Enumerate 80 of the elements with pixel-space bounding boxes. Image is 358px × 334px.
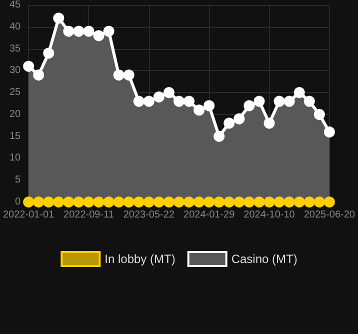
point — [294, 87, 305, 98]
point — [204, 100, 215, 112]
point — [234, 196, 245, 208]
point — [214, 130, 225, 142]
point — [143, 96, 154, 107]
point — [274, 196, 285, 208]
y-tick-label: 45 — [9, 0, 22, 10]
point — [274, 96, 285, 107]
point — [234, 113, 245, 124]
point — [33, 70, 44, 81]
point — [314, 196, 325, 208]
point — [123, 196, 134, 208]
y-tick-label: 35 — [9, 43, 22, 54]
point — [63, 196, 74, 208]
point — [153, 91, 164, 102]
x-tick-label: 2025-06-20 — [304, 210, 356, 220]
point — [163, 196, 174, 208]
y-tick-label: 0 — [15, 196, 22, 208]
x-tick-label: 2023-05-22 — [123, 210, 175, 220]
point — [103, 26, 114, 37]
x-tick-label: 2024-10-10 — [244, 210, 296, 220]
point — [63, 26, 74, 37]
point — [23, 196, 34, 208]
point — [113, 70, 124, 81]
x-tick-label: 2024-01-29 — [184, 210, 236, 220]
legend-label: In lobby (MT) — [104, 252, 176, 266]
x-tick-label: 2022-01-01 — [3, 210, 55, 220]
point — [83, 196, 94, 208]
point — [254, 96, 265, 107]
point — [264, 196, 275, 208]
point — [93, 196, 104, 208]
point — [214, 196, 225, 208]
point — [244, 196, 255, 208]
point — [194, 104, 205, 116]
point — [103, 196, 114, 208]
point — [73, 196, 84, 208]
point — [224, 196, 235, 208]
point — [184, 96, 195, 107]
point — [153, 196, 164, 208]
point — [143, 196, 154, 208]
point — [244, 100, 255, 112]
x-tick-label: 2022-09-11 — [64, 210, 114, 220]
point — [254, 196, 265, 208]
y-tick-label: 30 — [9, 65, 22, 76]
y-tick-label: 20 — [9, 108, 22, 120]
point — [224, 118, 235, 129]
point — [174, 96, 184, 107]
legend-label: Casino (MT) — [231, 252, 298, 266]
point — [284, 196, 295, 208]
point — [314, 108, 325, 120]
point — [204, 196, 215, 208]
point — [264, 118, 275, 129]
point — [284, 96, 295, 107]
point — [304, 96, 315, 107]
point — [53, 12, 64, 24]
point — [53, 196, 64, 208]
y-tick-label: 25 — [9, 87, 22, 98]
point — [133, 96, 144, 107]
y-tick-label: 40 — [9, 21, 22, 32]
point — [163, 87, 174, 98]
point — [73, 26, 84, 37]
point — [33, 196, 44, 208]
point — [324, 196, 335, 208]
point — [174, 196, 184, 208]
point — [113, 196, 124, 208]
point — [43, 48, 54, 59]
point — [93, 30, 104, 42]
point — [23, 60, 34, 72]
point — [123, 70, 134, 81]
point — [43, 196, 54, 208]
point — [324, 126, 335, 138]
y-tick-label: 5 — [15, 174, 22, 186]
y-tick-label: 10 — [9, 152, 22, 164]
point — [184, 196, 195, 208]
y-tick-label: 15 — [9, 130, 22, 142]
point — [194, 196, 205, 208]
point — [133, 196, 144, 208]
point — [304, 196, 315, 208]
point — [83, 26, 94, 37]
point — [294, 196, 305, 208]
